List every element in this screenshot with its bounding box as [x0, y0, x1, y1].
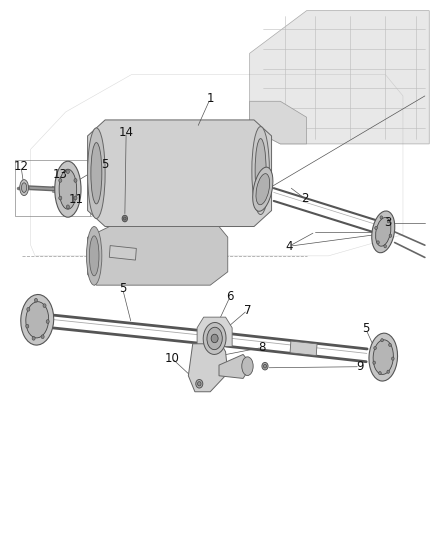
- Ellipse shape: [373, 340, 393, 374]
- Ellipse shape: [389, 343, 391, 346]
- Ellipse shape: [372, 211, 395, 253]
- Text: 3: 3: [384, 216, 391, 229]
- Ellipse shape: [20, 180, 28, 196]
- Ellipse shape: [256, 174, 270, 205]
- Text: 14: 14: [119, 126, 134, 139]
- Ellipse shape: [387, 220, 390, 223]
- Ellipse shape: [91, 142, 102, 204]
- Text: 6: 6: [226, 290, 234, 303]
- Ellipse shape: [21, 183, 27, 192]
- Ellipse shape: [55, 161, 81, 217]
- Ellipse shape: [381, 338, 383, 342]
- Ellipse shape: [389, 234, 392, 237]
- Bar: [290, 341, 317, 356]
- Ellipse shape: [26, 302, 49, 338]
- Text: 12: 12: [14, 160, 28, 173]
- Ellipse shape: [255, 139, 266, 203]
- Text: 5: 5: [119, 282, 126, 295]
- Ellipse shape: [198, 382, 201, 386]
- Ellipse shape: [122, 215, 127, 222]
- Ellipse shape: [377, 241, 379, 244]
- Ellipse shape: [211, 334, 218, 343]
- Text: 1: 1: [206, 92, 214, 105]
- Ellipse shape: [207, 327, 223, 350]
- Ellipse shape: [89, 236, 99, 276]
- Text: 10: 10: [164, 352, 179, 365]
- Ellipse shape: [252, 126, 269, 215]
- Ellipse shape: [67, 205, 69, 209]
- Ellipse shape: [74, 179, 77, 182]
- Polygon shape: [250, 11, 429, 144]
- Ellipse shape: [203, 322, 226, 354]
- Polygon shape: [88, 227, 228, 285]
- Polygon shape: [197, 317, 232, 346]
- Ellipse shape: [43, 304, 46, 308]
- Ellipse shape: [384, 245, 386, 248]
- Polygon shape: [250, 101, 307, 144]
- Text: 4: 4: [285, 240, 293, 253]
- Ellipse shape: [196, 379, 203, 388]
- Ellipse shape: [21, 295, 54, 345]
- Ellipse shape: [378, 372, 381, 375]
- Ellipse shape: [35, 298, 38, 302]
- Ellipse shape: [369, 333, 398, 381]
- Ellipse shape: [46, 320, 49, 324]
- Text: 9: 9: [356, 360, 364, 373]
- Ellipse shape: [392, 357, 394, 360]
- Ellipse shape: [387, 370, 389, 373]
- Text: 5: 5: [362, 322, 369, 335]
- Text: 5: 5: [102, 158, 109, 171]
- Ellipse shape: [124, 217, 126, 220]
- Text: 8: 8: [258, 341, 265, 354]
- Ellipse shape: [88, 128, 105, 219]
- Ellipse shape: [376, 217, 391, 246]
- Ellipse shape: [26, 325, 29, 328]
- Ellipse shape: [373, 361, 375, 364]
- Ellipse shape: [374, 346, 376, 350]
- Ellipse shape: [27, 308, 30, 311]
- Bar: [110, 246, 136, 260]
- Polygon shape: [88, 120, 272, 227]
- Ellipse shape: [59, 196, 62, 200]
- Ellipse shape: [375, 227, 378, 230]
- Ellipse shape: [86, 227, 102, 285]
- Ellipse shape: [242, 357, 253, 375]
- Text: 2: 2: [300, 192, 308, 205]
- Polygon shape: [219, 354, 252, 378]
- Text: 7: 7: [244, 304, 251, 317]
- Ellipse shape: [32, 336, 35, 340]
- Polygon shape: [188, 344, 228, 392]
- Text: 13: 13: [53, 168, 68, 181]
- Ellipse shape: [67, 169, 69, 173]
- Text: 11: 11: [69, 193, 84, 206]
- Ellipse shape: [263, 365, 266, 368]
- Ellipse shape: [74, 196, 77, 200]
- Ellipse shape: [41, 335, 44, 338]
- Ellipse shape: [380, 216, 383, 219]
- Ellipse shape: [253, 167, 273, 211]
- Ellipse shape: [59, 179, 62, 182]
- Ellipse shape: [59, 169, 77, 209]
- Ellipse shape: [262, 362, 268, 370]
